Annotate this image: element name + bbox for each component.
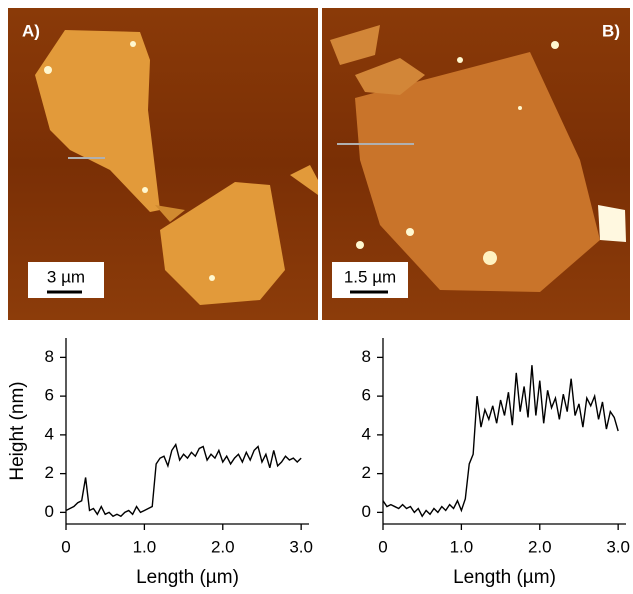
x-tick-label: 0 (378, 537, 387, 556)
figure: A) 3 µm B) 1.5 µm 0 2 4 6 8 0 1.0 2.0 3.0 Length … (0, 0, 633, 589)
x-axis-label: Length (µm) (136, 567, 239, 588)
x-tick-label: 1.0 (450, 537, 474, 556)
x-tick-label: 2.0 (211, 537, 235, 556)
x-tick-label: 0 (61, 537, 70, 556)
y-tick-label: 8 (45, 347, 54, 366)
y-tick-label: 6 (45, 386, 54, 405)
x-tick-label: 1.0 (133, 537, 157, 556)
x-tick-label: 2.0 (528, 537, 552, 556)
profile-line (383, 365, 618, 516)
x-axis-label: Length (µm) (453, 567, 556, 588)
y-tick-label: 2 (45, 463, 54, 482)
scale-bar-label: 1.5 µm (344, 267, 396, 286)
x-tick-label: 3.0 (289, 537, 313, 556)
scale-bar-label: 3 µm (47, 267, 85, 286)
y-tick-label: 6 (362, 386, 371, 405)
panel-label: B) (602, 21, 620, 40)
y-tick-label: 0 (45, 502, 54, 521)
panel-label: A) (22, 21, 40, 40)
y-axis-label: Height (nm) (7, 381, 28, 480)
y-tick-label: 4 (362, 424, 371, 443)
y-tick-label: 4 (45, 424, 54, 443)
y-tick-label: 0 (362, 502, 371, 521)
y-tick-label: 2 (362, 463, 371, 482)
x-tick-label: 3.0 (606, 537, 630, 556)
y-tick-label: 8 (362, 347, 371, 366)
profile-line (66, 445, 301, 517)
